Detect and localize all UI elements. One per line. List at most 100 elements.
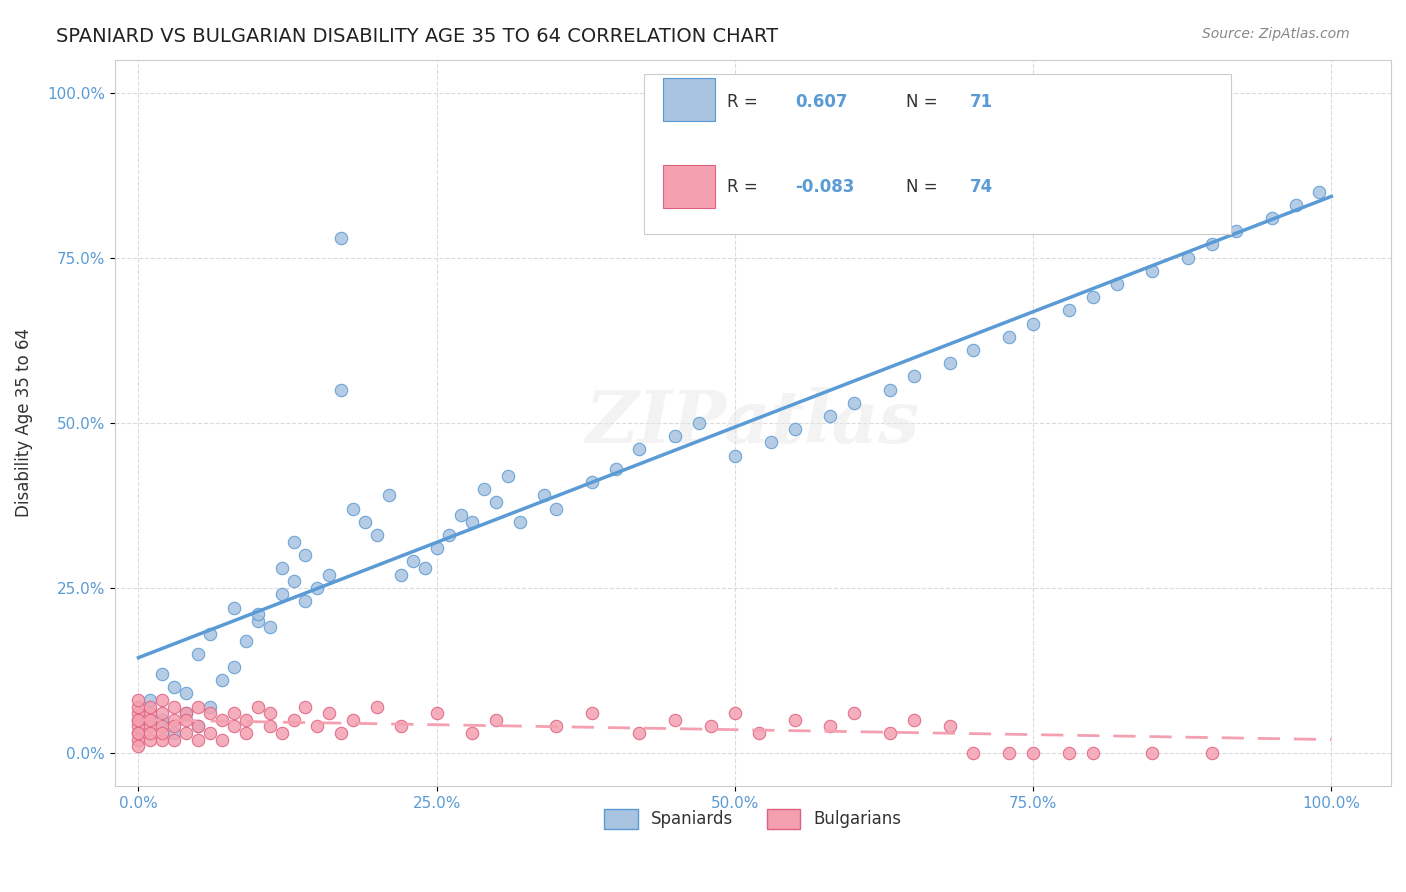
- Point: [1142, 746, 1164, 760]
- Point: [127, 699, 149, 714]
- Point: [1105, 277, 1128, 291]
- Point: [544, 501, 567, 516]
- Point: [259, 719, 281, 733]
- Point: [402, 554, 425, 568]
- Point: [127, 726, 149, 740]
- Text: R =: R =: [727, 93, 763, 111]
- Text: SPANIARD VS BULGARIAN DISABILITY AGE 35 TO 64 CORRELATION CHART: SPANIARD VS BULGARIAN DISABILITY AGE 35 …: [56, 27, 779, 45]
- Point: [150, 693, 173, 707]
- Point: [259, 706, 281, 721]
- Point: [628, 442, 651, 456]
- Point: [294, 699, 316, 714]
- Point: [342, 501, 364, 516]
- Point: [1177, 251, 1199, 265]
- Bar: [664, 165, 714, 209]
- Point: [879, 383, 901, 397]
- Point: [426, 541, 449, 555]
- Point: [664, 429, 686, 443]
- Point: [389, 567, 412, 582]
- Point: [724, 706, 747, 721]
- Point: [1081, 746, 1104, 760]
- Point: [330, 231, 353, 245]
- Legend: Spaniards, Bulgarians: Spaniards, Bulgarians: [598, 802, 908, 836]
- Point: [174, 686, 197, 700]
- Point: [461, 515, 484, 529]
- Point: [270, 726, 292, 740]
- Point: [294, 548, 316, 562]
- Point: [270, 587, 292, 601]
- Text: R =: R =: [727, 178, 763, 195]
- Point: [474, 482, 496, 496]
- Point: [389, 719, 412, 733]
- Point: [783, 422, 806, 436]
- Point: [437, 528, 460, 542]
- Point: [1022, 746, 1045, 760]
- Point: [211, 713, 233, 727]
- Point: [879, 726, 901, 740]
- Point: [1142, 264, 1164, 278]
- Point: [1057, 303, 1080, 318]
- Point: [1201, 746, 1223, 760]
- Point: [318, 706, 340, 721]
- Point: [998, 746, 1021, 760]
- Point: [235, 726, 257, 740]
- Point: [198, 706, 221, 721]
- Point: [222, 600, 245, 615]
- Point: [139, 713, 162, 727]
- Point: [174, 706, 197, 721]
- Bar: [664, 78, 714, 121]
- Point: [1057, 746, 1080, 760]
- Point: [330, 726, 353, 740]
- Point: [259, 620, 281, 634]
- Point: [174, 726, 197, 740]
- Point: [222, 660, 245, 674]
- Point: [307, 581, 329, 595]
- Point: [283, 534, 305, 549]
- Point: [664, 713, 686, 727]
- Point: [820, 409, 842, 423]
- Point: [413, 561, 436, 575]
- Point: [605, 462, 627, 476]
- Point: [150, 732, 173, 747]
- Point: [139, 732, 162, 747]
- Point: [198, 726, 221, 740]
- Point: [820, 719, 842, 733]
- Point: [127, 706, 149, 721]
- Point: [187, 719, 209, 733]
- Point: [318, 567, 340, 582]
- Point: [938, 719, 960, 733]
- Point: [759, 435, 782, 450]
- Point: [342, 713, 364, 727]
- Point: [962, 746, 984, 760]
- Point: [1022, 317, 1045, 331]
- Point: [187, 719, 209, 733]
- Point: [1284, 198, 1306, 212]
- Point: [150, 713, 173, 727]
- Point: [783, 713, 806, 727]
- Text: ZIPatlas: ZIPatlas: [586, 387, 920, 458]
- Point: [163, 680, 186, 694]
- Text: -0.083: -0.083: [794, 178, 855, 195]
- FancyBboxPatch shape: [644, 74, 1232, 234]
- Point: [150, 666, 173, 681]
- Point: [150, 726, 173, 740]
- Point: [354, 515, 377, 529]
- Point: [127, 726, 149, 740]
- Point: [581, 475, 603, 489]
- Point: [139, 726, 162, 740]
- Point: [378, 488, 401, 502]
- Point: [198, 699, 221, 714]
- Point: [496, 468, 519, 483]
- Point: [509, 515, 531, 529]
- Point: [163, 732, 186, 747]
- Point: [688, 416, 710, 430]
- Point: [222, 706, 245, 721]
- Point: [127, 719, 149, 733]
- Point: [163, 699, 186, 714]
- Point: [1225, 224, 1247, 238]
- Point: [198, 627, 221, 641]
- Point: [187, 732, 209, 747]
- Point: [163, 713, 186, 727]
- Point: [903, 713, 925, 727]
- Point: [246, 607, 269, 622]
